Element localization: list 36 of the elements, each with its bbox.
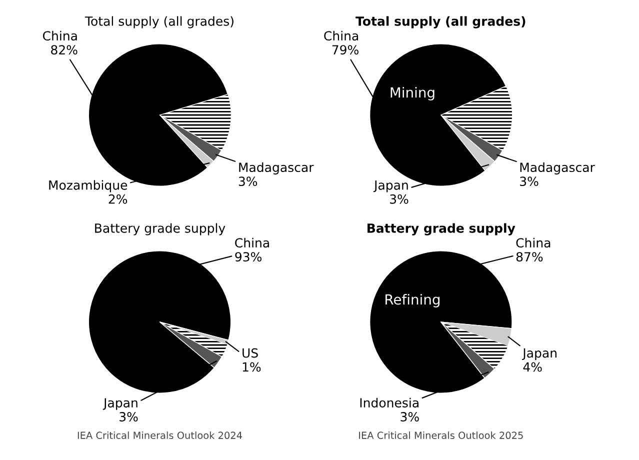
text: IEA Critical Minerals Outlook 2025 [359, 431, 523, 440]
slice-label: US [242, 348, 258, 358]
data-label: 93% [235, 252, 262, 262]
chart-title: Battery grade supply [95, 223, 226, 236]
text: Mining [390, 86, 434, 100]
slice-label: Japan [522, 348, 556, 360]
data-label: 3% [238, 176, 258, 186]
text: IEA Critical Minerals Outlook 2024 [78, 431, 242, 440]
data-label: 79% [332, 45, 358, 55]
data-label: 1% [242, 362, 261, 372]
data-label: 4% [523, 362, 542, 372]
text: Refining [386, 294, 440, 308]
chart-title: Total supply (all grades) [356, 16, 526, 28]
data-label: 3% [520, 176, 538, 186]
data-label: 3% [400, 412, 419, 422]
slice-label: China [516, 238, 550, 248]
data-label: 3% [120, 412, 138, 422]
pie-slice [160, 94, 231, 150]
slice-label: Japan [102, 398, 138, 410]
slice-label: Japan [373, 180, 408, 192]
chart-title: Total supply (all grades) [84, 16, 234, 28]
slice-label: China [324, 30, 358, 41]
slice-label: China [42, 30, 77, 41]
data-label: 2% [108, 194, 128, 204]
slice-label: China [235, 238, 269, 248]
pie-slice [440, 322, 508, 369]
data-label: 87% [516, 252, 543, 262]
slice-label: Madagascar [239, 162, 314, 174]
data-label: 82% [51, 45, 78, 55]
slice-label: Mozambique [49, 180, 128, 192]
pie-slice [160, 322, 228, 357]
slice-label: Indonesia [360, 398, 418, 408]
data-label: 3% [390, 194, 408, 204]
slice-label: Madagascar [520, 162, 595, 174]
pie-slice [440, 86, 512, 151]
chart-title: Battery grade supply [368, 223, 516, 236]
